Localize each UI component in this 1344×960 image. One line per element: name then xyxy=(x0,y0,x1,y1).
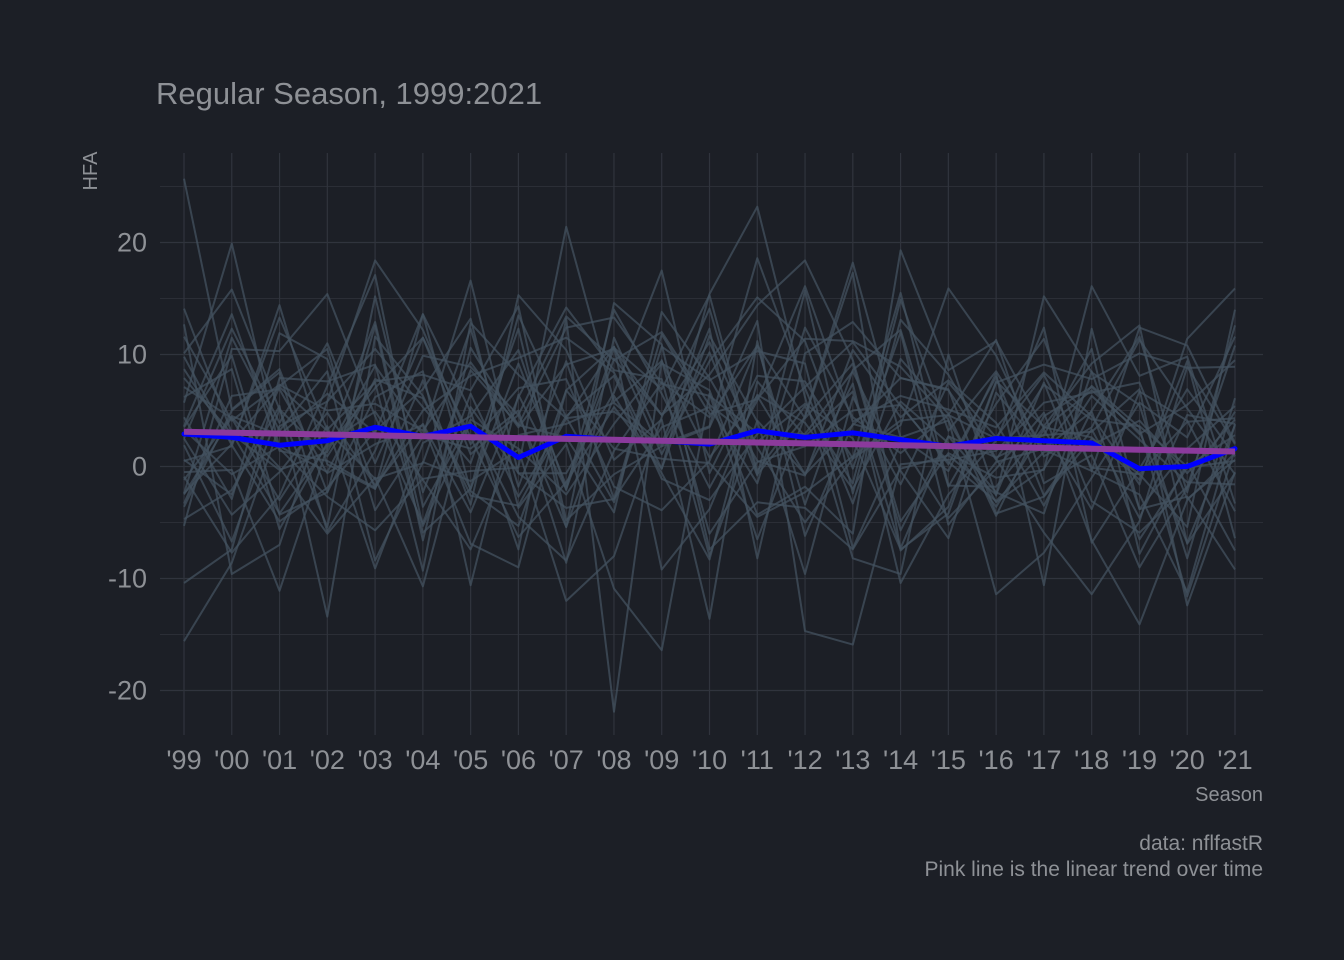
x-tick-label: '06 xyxy=(501,745,536,775)
x-tick-label: '04 xyxy=(405,745,440,775)
x-tick-label: '07 xyxy=(549,745,584,775)
y-tick-label: -10 xyxy=(108,564,147,594)
x-tick-label: '12 xyxy=(787,745,822,775)
x-tick-label: '13 xyxy=(835,745,870,775)
caption-source: data: nflfastR xyxy=(1139,832,1263,855)
x-tick-label: '18 xyxy=(1074,745,1109,775)
team-line xyxy=(183,313,1236,713)
team-line xyxy=(183,296,1236,572)
x-tick-label: '19 xyxy=(1122,745,1157,775)
team-line xyxy=(183,285,1236,570)
team-line xyxy=(183,259,1236,587)
y-tick-label: 20 xyxy=(117,228,147,258)
x-tick-label: '15 xyxy=(931,745,966,775)
team-line xyxy=(183,261,1236,652)
team-line xyxy=(183,249,1236,554)
x-tick-label: '00 xyxy=(214,745,249,775)
trend-line-group xyxy=(183,428,1236,455)
x-tick-label: '05 xyxy=(453,745,488,775)
y-tick-label: -20 xyxy=(108,676,147,706)
x-tick-label: '09 xyxy=(644,745,679,775)
y-tick-label: 10 xyxy=(117,340,147,370)
x-tick-label: '08 xyxy=(596,745,631,775)
x-tick-label: '02 xyxy=(310,745,345,775)
x-tick-label: '20 xyxy=(1170,745,1205,775)
x-tick-label: '21 xyxy=(1217,745,1252,775)
y-axis-ticks: -20 -10 0 10 20 xyxy=(108,228,147,706)
team-line xyxy=(183,326,1236,607)
team-line xyxy=(183,306,1236,584)
x-tick-label: '99 xyxy=(166,745,201,775)
team-line xyxy=(183,302,1236,642)
team-line xyxy=(183,345,1236,571)
y-axis-label: HFA xyxy=(80,151,102,191)
caption-note: Pink line is the linear trend over time xyxy=(925,858,1264,881)
team-line xyxy=(183,308,1236,593)
x-tick-label: '10 xyxy=(692,745,727,775)
trend-line xyxy=(183,428,1236,455)
y-tick-label: 0 xyxy=(132,452,147,482)
team-line xyxy=(183,321,1236,564)
team-lines xyxy=(183,178,1236,713)
x-axis-label: Season xyxy=(1195,784,1263,806)
team-line xyxy=(183,294,1236,620)
x-tick-label: '01 xyxy=(262,745,297,775)
x-tick-label: '16 xyxy=(979,745,1014,775)
team-line xyxy=(183,269,1236,539)
x-tick-label: '11 xyxy=(741,745,774,775)
x-axis-ticks: '99 '00 '01 '02 '03 '04 '05 '06 '07 '08 '09 '10 '11 '… xyxy=(166,745,1252,775)
team-line xyxy=(183,205,1236,575)
chart-title: Regular Season, 1999:2021 xyxy=(156,76,542,111)
x-tick-label: '17 xyxy=(1026,745,1061,775)
x-tick-label: '03 xyxy=(357,745,392,775)
x-tick-label: '14 xyxy=(883,745,918,775)
